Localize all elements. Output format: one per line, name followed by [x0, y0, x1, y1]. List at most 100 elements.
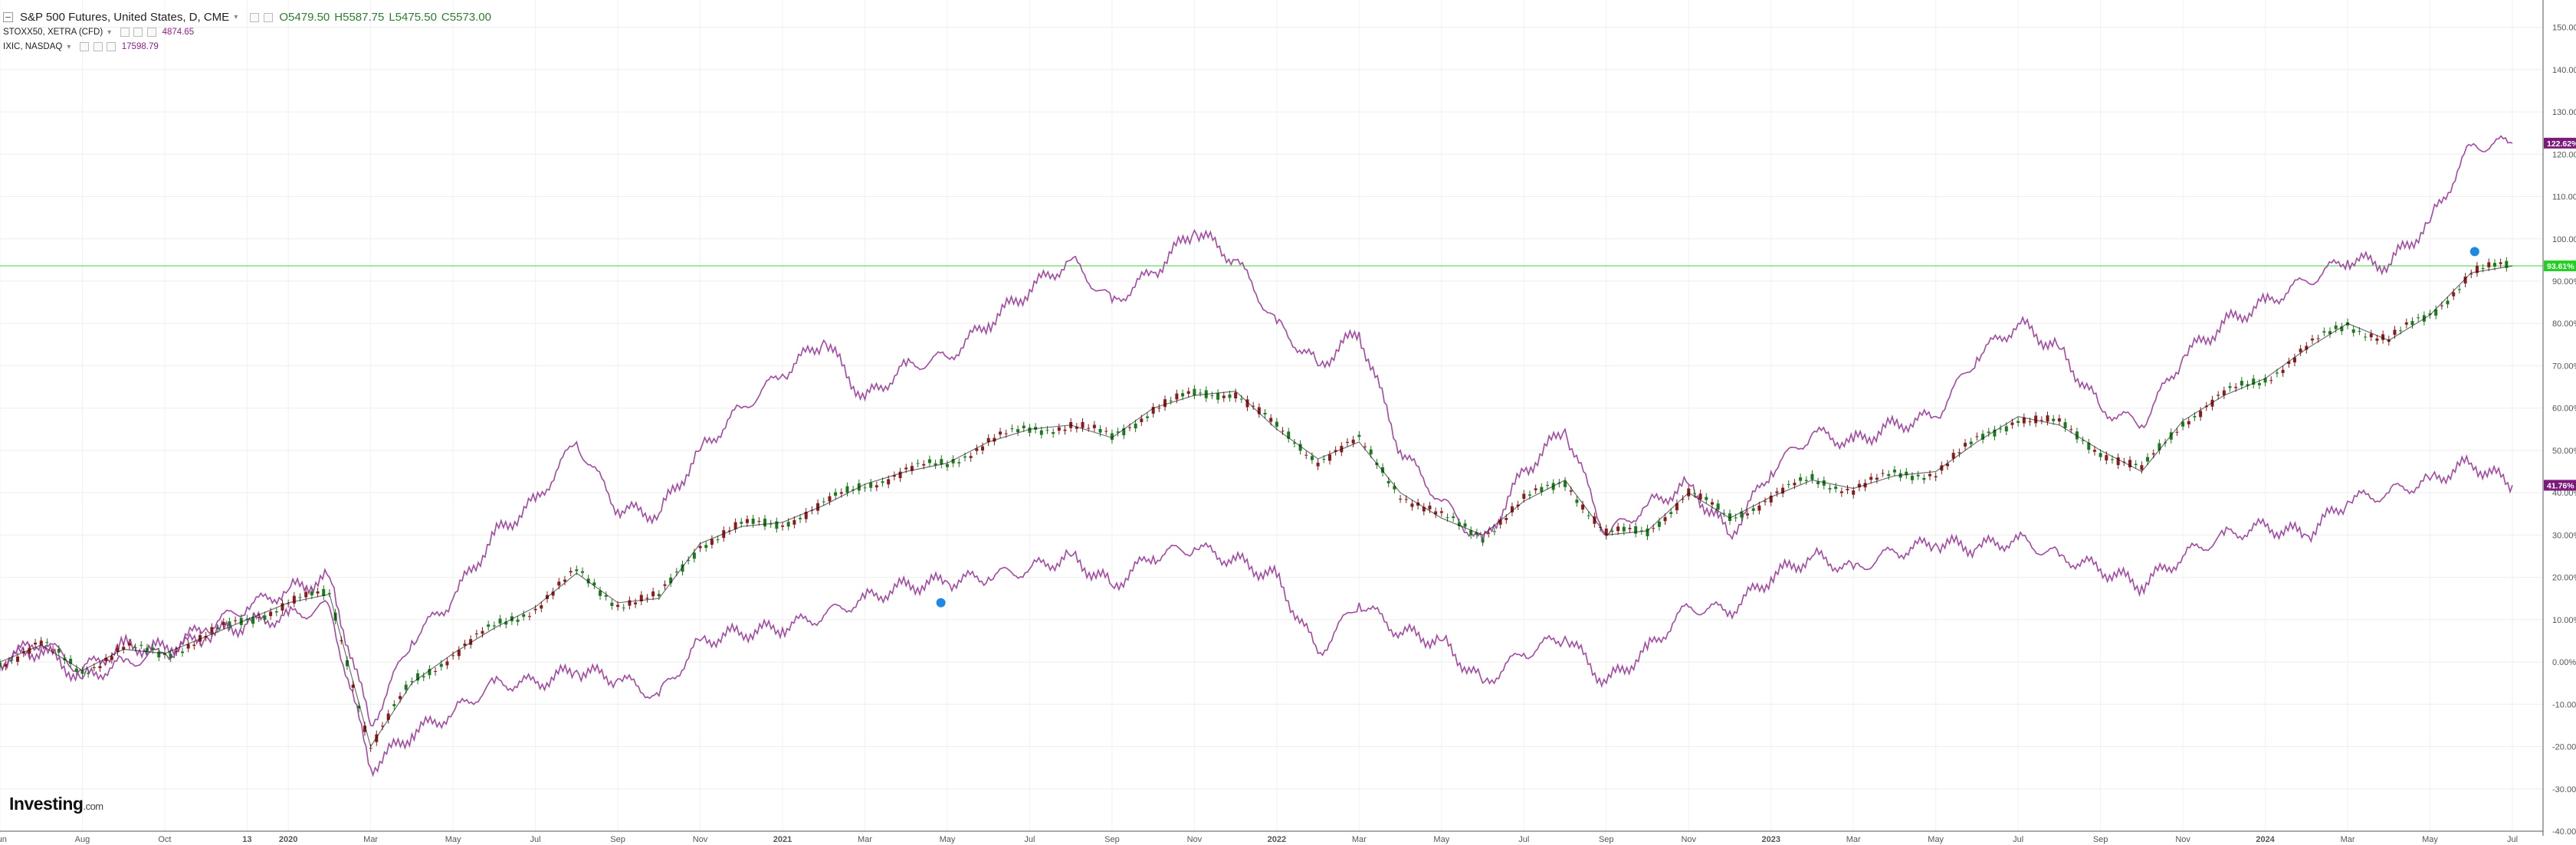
candle-body — [2351, 329, 2355, 333]
last-value-labels: 122.62% 93.61% 41.76% — [2544, 137, 2576, 491]
candle-body — [1081, 421, 1085, 428]
chevron-down-icon[interactable]: ▾ — [107, 28, 112, 37]
candle-body — [2257, 382, 2261, 385]
candle-body — [1351, 439, 1355, 444]
candle-body — [1675, 503, 1679, 511]
candle-body — [863, 487, 867, 489]
comparison-symbol[interactable]: STOXX50, XETRA (CFD) — [3, 28, 103, 37]
candle-body — [2275, 372, 2279, 374]
candle-body — [669, 577, 673, 584]
candle-body — [2305, 346, 2309, 350]
candle-body — [869, 482, 873, 488]
candle-body — [1357, 434, 1361, 437]
candle-body — [2446, 300, 2450, 305]
candle-body — [634, 602, 638, 604]
comparison-symbol[interactable]: IXIC, NASDAQ — [3, 42, 63, 51]
main-symbol-row[interactable]: S&P 500 Futures, United States, D, CME ▾… — [3, 9, 491, 25]
candle-body — [657, 594, 661, 597]
candle-body — [881, 481, 884, 483]
x-tick-label: 2021 — [773, 835, 792, 844]
main-symbol-name[interactable]: S&P 500 Futures, United States, D, CME — [20, 11, 230, 24]
candle-body — [1075, 427, 1078, 429]
candle-body — [1269, 418, 1273, 422]
candle-body — [2128, 460, 2132, 468]
y-tick-label: 60.00% — [2552, 404, 2576, 414]
chevron-down-icon[interactable]: ▾ — [67, 43, 71, 51]
comparison-row-2[interactable]: IXIC, NASDAQ ▾ 17598.79 — [3, 40, 491, 54]
y-tick-label: 50.00% — [2552, 447, 2576, 456]
candle-body — [1092, 424, 1096, 428]
open-value: O5479.50 — [279, 11, 330, 24]
settings-icon[interactable] — [133, 27, 143, 37]
candle-body — [1804, 480, 1808, 481]
candle-body — [2281, 369, 2285, 373]
candle-body — [1769, 496, 1773, 503]
candle-body — [563, 579, 566, 582]
candle-body — [934, 463, 937, 466]
candle-body — [569, 571, 573, 573]
candle-body — [2105, 455, 2108, 461]
x-tick-label: 2022 — [1268, 835, 1286, 844]
candle-body — [1910, 476, 1914, 480]
candle-body — [945, 463, 949, 467]
x-tick-label: Jul — [1024, 835, 1035, 844]
eye-icon[interactable] — [120, 27, 130, 37]
candle-body — [422, 676, 425, 678]
y-tick-label: 110.00% — [2552, 193, 2576, 202]
candle-body — [816, 503, 820, 511]
candle-body — [498, 618, 502, 624]
close-icon[interactable] — [264, 13, 274, 23]
settings-icon[interactable] — [250, 13, 260, 23]
candle-body — [2087, 442, 2091, 450]
close-icon[interactable] — [146, 27, 156, 37]
investing-logo[interactable]: Investing.com — [9, 794, 103, 814]
candle-body — [416, 673, 420, 681]
y-tick-label: 90.00% — [2552, 277, 2576, 287]
candle-body — [2428, 313, 2432, 316]
x-axis: Jun Aug Oct 13 2020 Mar May Jul Sep Nov 2021 Mar May… — [0, 830, 2543, 844]
candle-body — [298, 597, 302, 598]
settings-icon[interactable] — [93, 41, 103, 51]
candle-body — [1151, 407, 1155, 414]
candle-body — [687, 559, 691, 561]
candle-body — [639, 594, 643, 602]
x-tick-label: 13 — [242, 835, 251, 844]
candle-body — [1292, 442, 1296, 444]
candle-body — [1569, 490, 1573, 492]
y-tick-label: 30.00% — [2552, 531, 2576, 540]
y-tick-label: -40.00% — [2552, 827, 2576, 837]
collapse-icon[interactable] — [3, 12, 13, 22]
candle-body — [940, 459, 943, 465]
candle-body — [0, 663, 2, 667]
y-tick-label: 130.00% — [2552, 108, 2576, 117]
x-tick-label: Jul — [530, 835, 541, 844]
candle-body — [28, 647, 31, 654]
candle-body — [1334, 450, 1337, 452]
candle-body — [1628, 528, 1632, 529]
candle-body — [404, 684, 408, 690]
candle-body — [1522, 493, 1526, 499]
candle-body — [1740, 511, 1744, 518]
candle-body — [162, 653, 166, 656]
candle-body — [763, 519, 766, 527]
y-tick-label: 80.00% — [2552, 319, 2576, 329]
candle-body — [1869, 477, 1873, 480]
candle-body — [1127, 427, 1131, 428]
candle-body — [2292, 357, 2296, 363]
candle-body — [792, 519, 796, 525]
close-icon[interactable] — [106, 41, 116, 51]
candle-body — [922, 463, 926, 466]
comparison-row-1[interactable]: STOXX50, XETRA (CFD) ▾ 4874.65 — [3, 25, 491, 40]
candle-body — [1657, 521, 1661, 527]
candle-body — [16, 656, 20, 662]
candle-body — [445, 661, 449, 666]
candle-body — [527, 616, 531, 617]
chevron-down-icon[interactable]: ▾ — [234, 13, 238, 21]
eye-icon[interactable] — [80, 41, 90, 51]
candle-body — [386, 713, 390, 720]
candle-body — [957, 462, 961, 463]
candle-body — [1969, 441, 1973, 444]
candle-body — [80, 670, 84, 674]
candle-body — [2187, 421, 2190, 424]
